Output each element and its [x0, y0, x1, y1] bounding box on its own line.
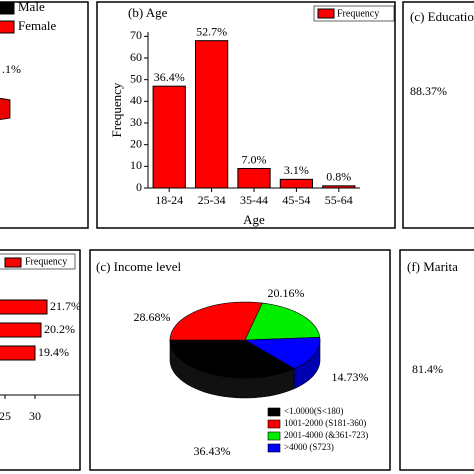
legend-swatch	[267, 407, 281, 417]
legend-label: Male	[18, 0, 45, 14]
panel	[0, 1, 89, 229]
value-label: 52.7%	[196, 24, 227, 38]
legend-label: 1001-2000 (S181-360)	[284, 418, 366, 428]
bar	[0, 299, 48, 315]
bar	[194, 40, 229, 189]
panel	[96, 1, 396, 229]
panel	[89, 249, 391, 471]
pie-slice	[243, 337, 321, 370]
x-tick-label: 25	[0, 409, 11, 423]
value-label: 19.4%	[38, 345, 69, 359]
value-label: 36.4%	[154, 70, 185, 84]
value-label: 3.1%	[284, 163, 309, 177]
legend-swatch	[267, 431, 281, 441]
panel-title: (c) Educatio	[410, 9, 474, 24]
x-tick-label: 35-44	[240, 193, 268, 207]
hbar-chart: Frequency 25 30 21.7% 20.2% 19.4%	[0, 253, 81, 423]
x-tick-label: 30	[29, 409, 41, 423]
legend-label: 2001-4000 (&361-723)	[284, 430, 368, 440]
legend-label: Female	[18, 18, 56, 33]
bar	[279, 178, 314, 189]
value-label: 36.43%	[194, 444, 231, 458]
y-tick-label: 20	[130, 136, 142, 150]
value-label: 81.4%	[412, 362, 443, 376]
x-tick-label: 25-34	[198, 193, 226, 207]
legend-swatch	[0, 1, 15, 15]
y-tick-label: 50	[130, 71, 142, 85]
legend-swatch	[267, 443, 281, 453]
x-axis-label: Age	[243, 212, 265, 227]
panel-title: (c) Income level	[96, 259, 182, 274]
y-tick-label: 60	[130, 50, 142, 64]
legend-swatch	[4, 257, 22, 268]
panel-title: (b) Age	[128, 5, 168, 20]
legend-label: Frequency	[25, 256, 67, 267]
value-label: 7.0%	[242, 152, 267, 166]
panel	[399, 249, 474, 471]
y-tick-label: 30	[130, 115, 142, 129]
legend-label: >4000 (S723)	[284, 442, 334, 452]
legend-swatch	[317, 8, 335, 19]
bar	[152, 85, 186, 189]
panel-title: (f) Marita	[407, 259, 458, 274]
legend-swatch	[267, 419, 281, 429]
x-tick-label: 45-54	[282, 193, 310, 207]
value-label: 20.16%	[268, 286, 305, 300]
value-label: 0.8%	[326, 170, 351, 184]
pie-slice	[169, 301, 263, 341]
bar	[0, 345, 36, 361]
bar	[322, 185, 356, 189]
value-label: 28.68%	[134, 310, 171, 324]
x-tick-label: 55-64	[325, 193, 353, 207]
legend-swatch	[0, 20, 15, 34]
partial-pie	[0, 97, 11, 120]
pie-slice	[244, 302, 321, 341]
y-tick-label: 0	[136, 180, 142, 194]
panel	[0, 249, 81, 471]
legend-box	[313, 5, 395, 22]
x-tick-label: 18-24	[155, 193, 183, 207]
y-tick-label: 70	[130, 28, 142, 42]
panel	[402, 1, 474, 229]
y-tick-label: 40	[130, 93, 142, 107]
y-axis-label: Frequency	[109, 82, 124, 137]
legend-box	[0, 253, 76, 270]
y-tick-label: 10	[130, 158, 142, 172]
value-label: 14.73%	[332, 370, 369, 384]
legend-label: Frequency	[337, 8, 379, 19]
value-label: .1%	[2, 62, 21, 76]
value-label: 21.7%	[50, 299, 81, 313]
value-label: 20.2%	[44, 322, 75, 336]
bar	[0, 322, 42, 338]
value-label: 88.37%	[410, 84, 447, 98]
bar	[237, 168, 271, 189]
legend-label: <1.0000(S<180)	[284, 406, 343, 416]
pie-slice	[169, 339, 295, 379]
